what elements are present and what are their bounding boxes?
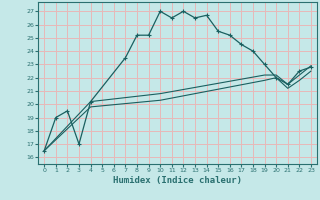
X-axis label: Humidex (Indice chaleur): Humidex (Indice chaleur) — [113, 176, 242, 185]
